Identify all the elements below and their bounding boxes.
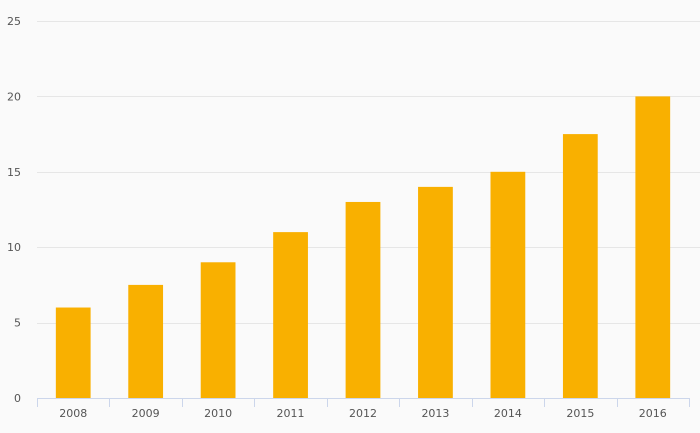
y-tick-label-20: 20 (7, 90, 21, 103)
x-tick-label-2014: 2014 (494, 407, 522, 420)
x-tick-label-2009: 2009 (132, 407, 160, 420)
x-tick-label-2011: 2011 (277, 407, 305, 420)
x-tick-label-2010: 2010 (204, 407, 232, 420)
bar-2008[interactable] (55, 307, 91, 398)
bar-2015[interactable] (562, 134, 598, 398)
x-tick-label-2008: 2008 (59, 407, 87, 420)
bar-2014[interactable] (490, 171, 526, 398)
x-tick-label-2016: 2016 (639, 407, 667, 420)
y-tick-label-5: 5 (14, 317, 21, 330)
y-tick-label-15: 15 (7, 166, 21, 179)
x-axis: 2008 2009 2010 2011 2012 2013 2014 2015 2016 (37, 398, 690, 420)
bar-2013[interactable] (418, 186, 453, 398)
bars (55, 96, 671, 399)
bar-2010[interactable] (200, 262, 236, 398)
bar-2012[interactable] (345, 201, 381, 398)
bar-2016[interactable] (635, 96, 671, 399)
x-tick-label-2015: 2015 (566, 407, 594, 420)
y-axis: 0 5 10 15 20 25 (7, 15, 21, 405)
bar-2011[interactable] (273, 232, 308, 398)
y-tick-label-25: 25 (7, 15, 21, 28)
x-tick-label-2013: 2013 (421, 407, 449, 420)
y-tick-label-0: 0 (14, 392, 21, 405)
y-tick-label-10: 10 (7, 241, 21, 254)
bar-2009[interactable] (128, 284, 164, 398)
x-tick-label-2012: 2012 (349, 407, 377, 420)
